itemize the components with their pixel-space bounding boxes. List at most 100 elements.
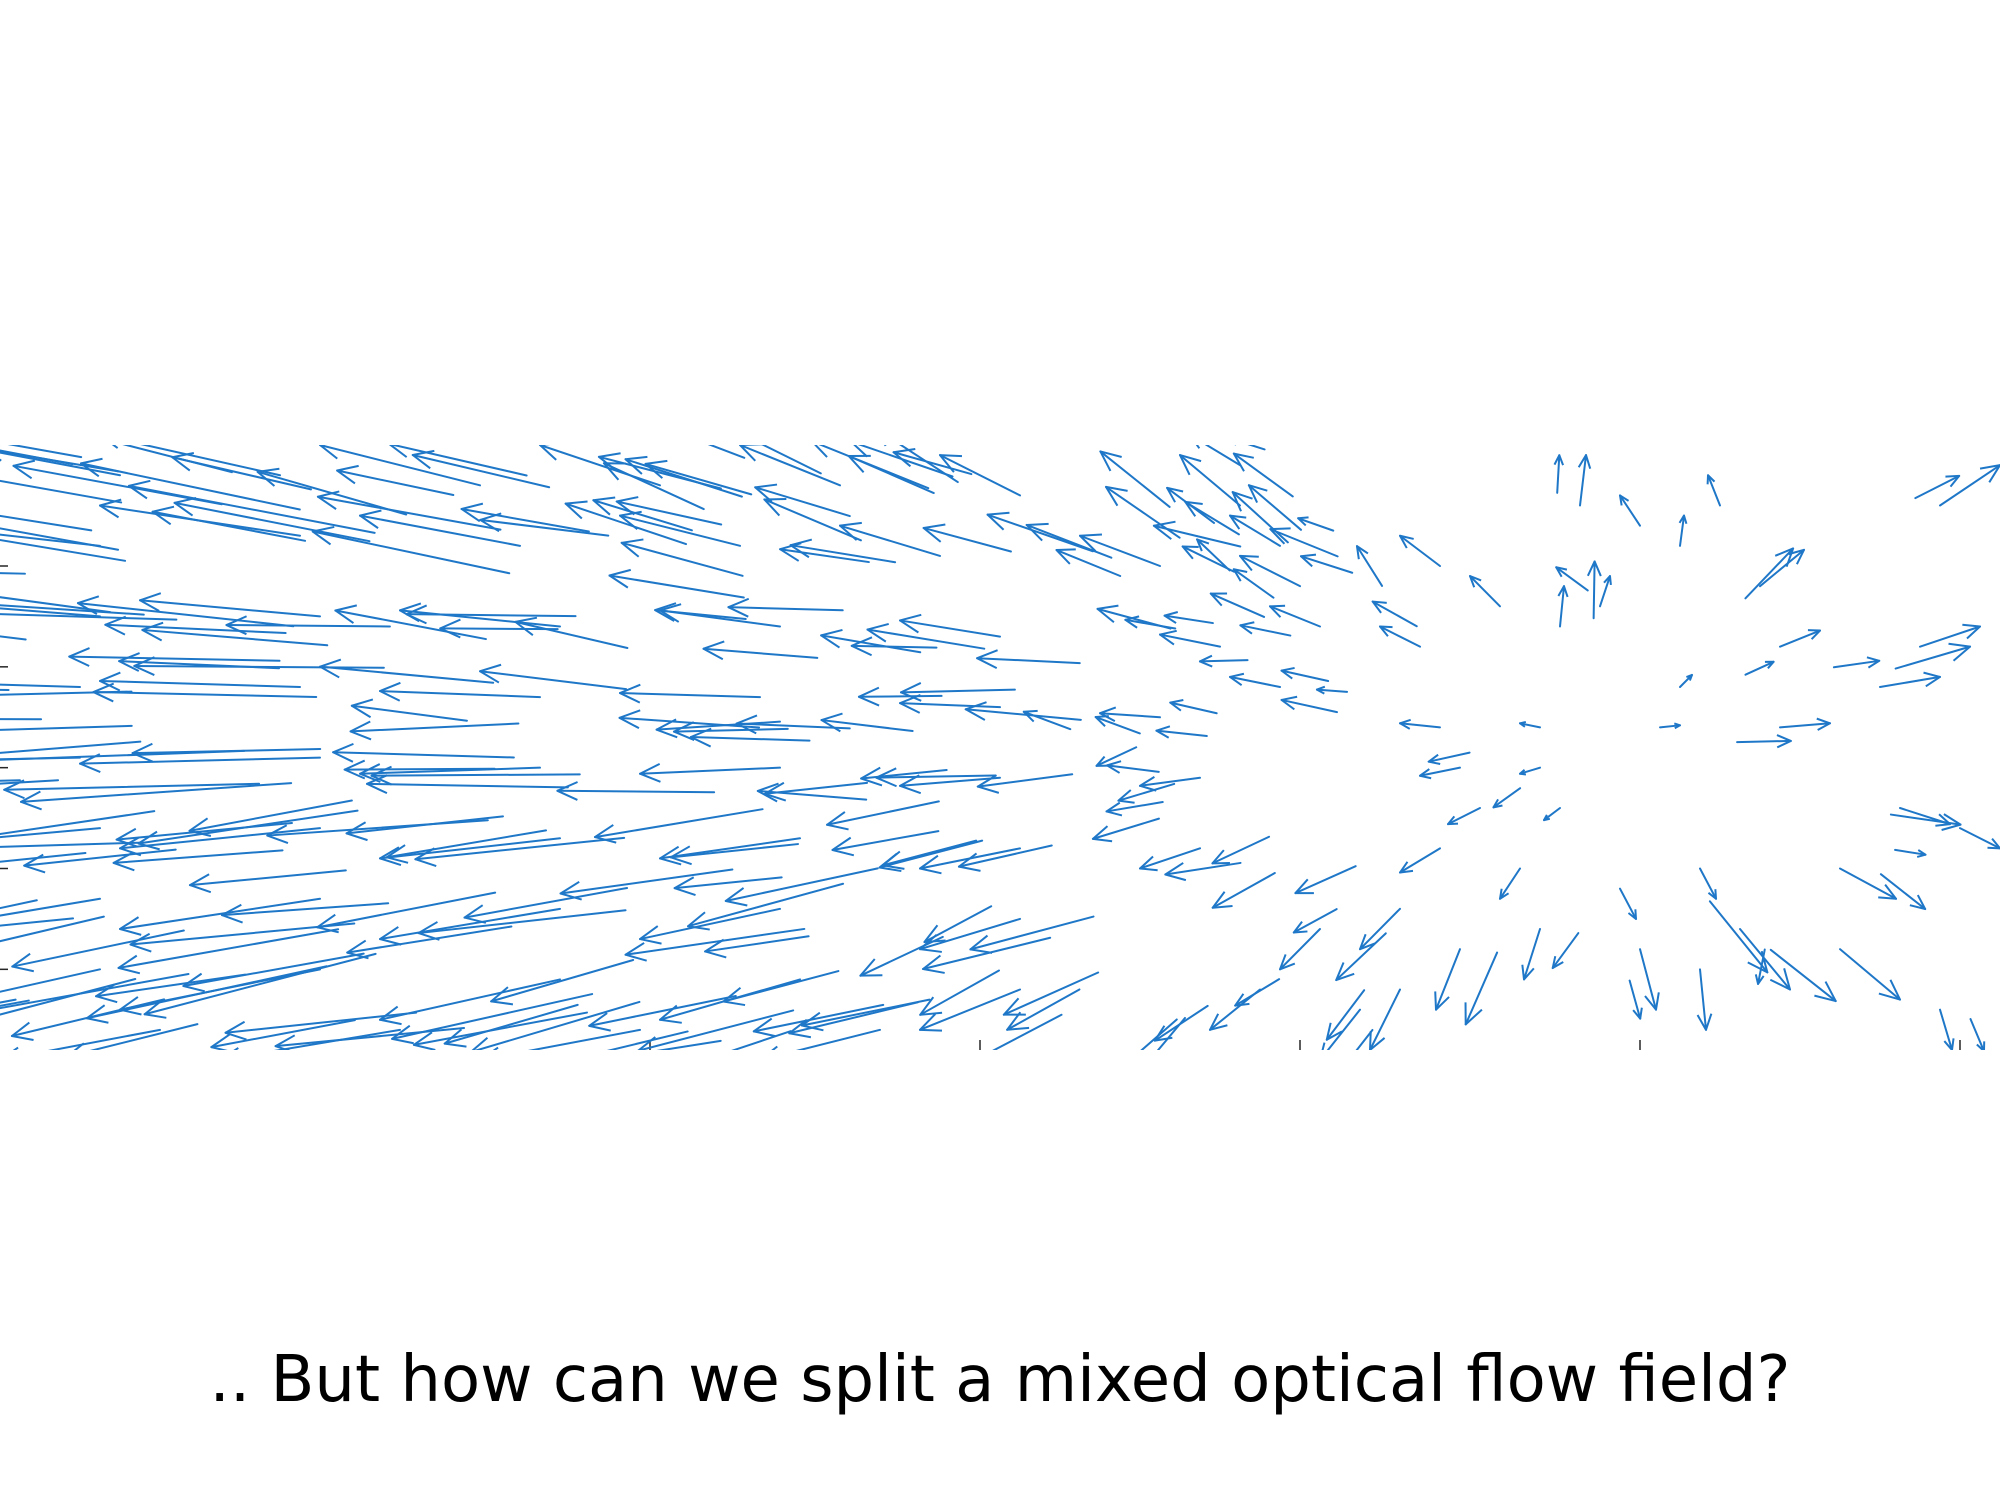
flow-vector <box>1166 486 1216 524</box>
flow-vector-head <box>439 618 461 639</box>
flow-vector-head <box>343 759 366 780</box>
flow-vector-shaft <box>620 541 744 577</box>
flow-vector-shaft <box>0 688 10 692</box>
flow-vector <box>514 616 629 649</box>
flow-vector-shaft <box>878 839 984 869</box>
flow-vector-shaft <box>556 789 716 794</box>
flow-vector-shaft <box>1280 698 1338 714</box>
flow-vector <box>334 604 487 641</box>
flow-vector <box>188 869 347 894</box>
flow-vector <box>0 899 38 910</box>
flow-vector-shaft <box>1326 1008 1361 1050</box>
flow-vector <box>655 718 781 739</box>
flow-vector-shaft <box>789 544 897 564</box>
flow-vector-shaft <box>922 936 1052 971</box>
flow-vector-shaft <box>1759 548 1805 588</box>
flow-vector <box>859 935 944 977</box>
flow-vector <box>556 781 716 801</box>
flow-vector-shaft <box>1211 872 1276 909</box>
flow-vector-head <box>1941 813 1962 831</box>
flow-vector <box>588 995 737 1032</box>
flow-vector-head <box>1280 666 1295 680</box>
flow-vector-shaft <box>857 445 954 478</box>
flow-vector-shaft <box>1164 861 1242 876</box>
flow-vector-head <box>334 604 358 624</box>
flow-vector-head <box>137 830 160 851</box>
flow-vector-head <box>370 765 393 786</box>
flow-vector-shaft <box>443 1003 579 1045</box>
flow-vector-head <box>1094 715 1109 727</box>
flow-vector-head <box>1948 642 1972 662</box>
flow-vector-shaft <box>490 959 635 1003</box>
flow-vector-shaft <box>1744 660 1775 676</box>
flow-vector-head <box>514 616 538 636</box>
flow-vector <box>1164 861 1242 882</box>
flow-vector <box>847 454 935 495</box>
flow-vector-shaft <box>1232 452 1294 498</box>
flow-vector <box>0 978 137 1016</box>
flow-vector-head <box>443 1028 467 1048</box>
flow-vector-shaft <box>899 776 1001 787</box>
flow-vector <box>644 459 753 496</box>
flow-vector-shaft <box>639 766 781 775</box>
flow-vector <box>0 449 74 466</box>
flow-vector-shaft <box>1105 801 1164 813</box>
flow-vector-shaft <box>899 688 1016 694</box>
flow-vector <box>12 1028 161 1050</box>
flow-vector-head <box>1399 861 1414 874</box>
flow-vector <box>1706 474 1721 507</box>
flow-vector <box>939 454 1021 497</box>
flow-vector-shaft <box>588 995 737 1027</box>
flow-vector <box>379 837 561 867</box>
flow-vector-shaft <box>0 852 87 863</box>
flow-vector-head <box>1603 575 1612 586</box>
flow-vector <box>1139 776 1201 792</box>
flow-vector-shaft <box>754 486 851 518</box>
flow-vector-head <box>1096 604 1119 624</box>
flow-vector-shaft <box>992 1013 1063 1050</box>
flow-vector <box>1099 706 1161 722</box>
flow-vector <box>1696 968 1713 1031</box>
flow-vector-shaft <box>673 876 783 890</box>
flow-vector-shaft <box>0 841 143 848</box>
flow-vector-shaft <box>1543 807 1561 822</box>
flow-vector <box>1096 604 1172 630</box>
flow-vector <box>1321 1008 1361 1050</box>
flow-vector-shaft <box>379 837 561 860</box>
flow-vector-shaft <box>1355 1028 1374 1050</box>
flow-vector <box>976 773 1074 794</box>
flow-vector-shaft <box>379 690 541 699</box>
flow-vector-head <box>1234 993 1250 1007</box>
flow-vector-shaft <box>514 620 629 649</box>
flow-vector-shaft <box>1679 514 1685 547</box>
flow-vector-shaft <box>976 773 1074 788</box>
flow-vector <box>439 618 559 639</box>
flow-vector-head <box>969 934 993 954</box>
flow-vector-head <box>1555 566 1568 578</box>
flow-vector-shaft <box>606 1030 689 1050</box>
flow-vector-shaft <box>463 886 629 919</box>
flow-vector-shaft <box>0 740 142 754</box>
flow-vector <box>899 682 1016 702</box>
flow-vector <box>1159 629 1221 648</box>
flow-vector-head <box>319 658 342 679</box>
flow-vector-shaft <box>411 453 551 489</box>
flow-vector <box>414 836 626 868</box>
flow-vector-shaft <box>379 907 561 941</box>
flow-vector <box>752 1003 885 1038</box>
flow-vector-head <box>1686 673 1693 681</box>
flow-vector-shaft <box>899 619 1001 638</box>
flow-vector-shaft <box>1196 538 1231 572</box>
flow-vector <box>1469 575 1501 608</box>
flow-vector <box>0 852 87 863</box>
flow-vector <box>343 759 496 780</box>
flow-vector-shaft <box>1229 514 1281 547</box>
flow-vector <box>1399 718 1441 730</box>
flow-vector-head <box>1297 516 1309 527</box>
flow-vector <box>332 742 515 763</box>
flow-vector-head <box>119 916 142 936</box>
flow-vector <box>722 970 840 1007</box>
flow-vector-shaft <box>19 782 293 803</box>
flow-vector-head <box>385 844 409 864</box>
flow-vector-head <box>141 621 164 642</box>
